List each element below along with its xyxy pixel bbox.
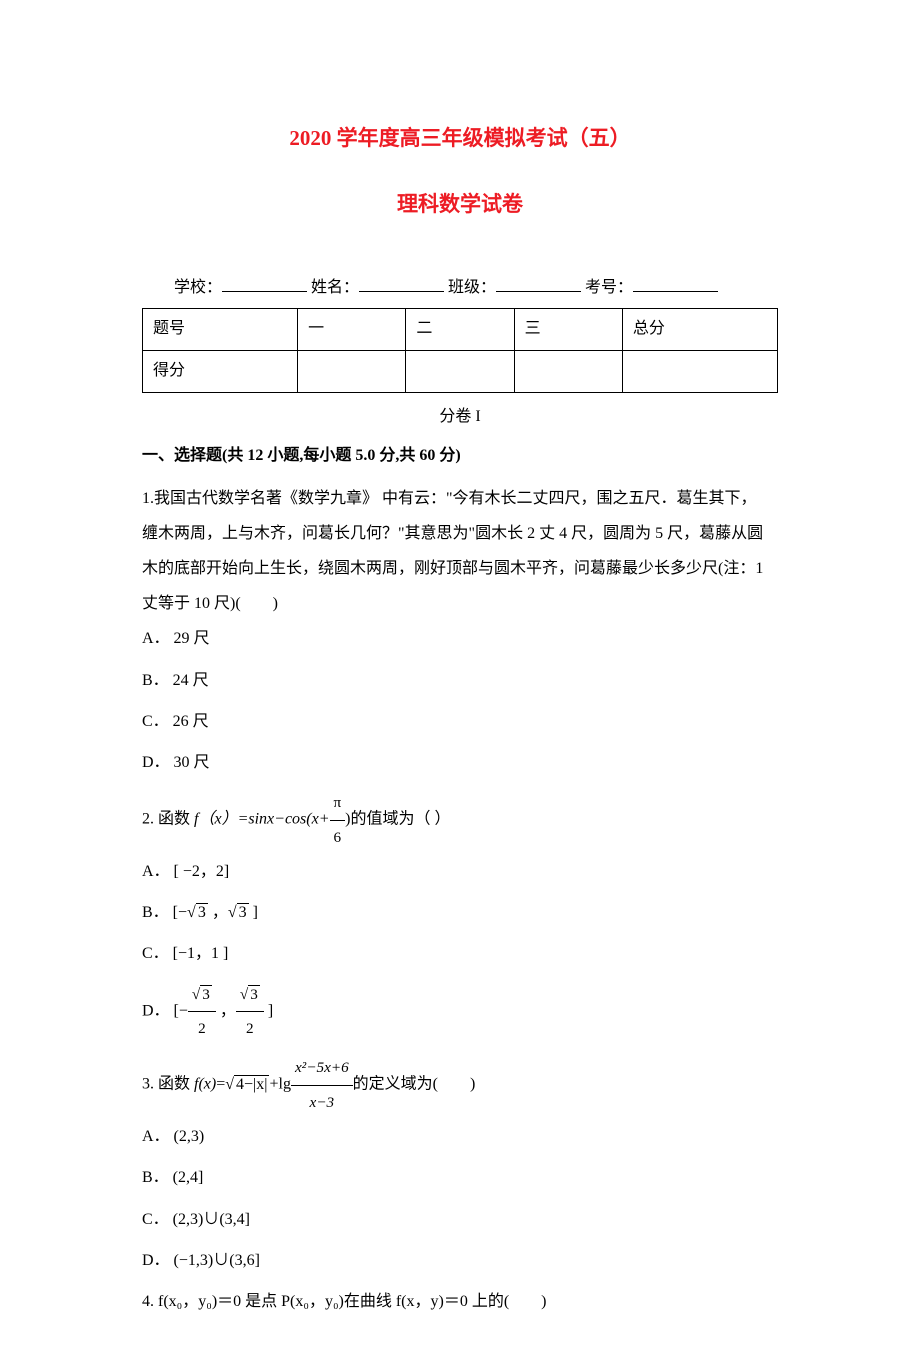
q2-func: sinx−cos(x+ [248, 811, 329, 828]
q2-option-a: A． [ −2，2] [142, 854, 778, 889]
q3-frac-den: x−3 [291, 1086, 353, 1119]
q2-d-suffix: ] [264, 1002, 273, 1019]
q2-frac: π6 [330, 786, 346, 854]
q3-option-c: C． (2,3)∪(3,4] [142, 1202, 778, 1237]
q3-option-b: B． (2,4] [142, 1160, 778, 1195]
q2-d-num2: 3 [236, 978, 264, 1012]
table-row: 题号 一 二 三 总分 [143, 309, 778, 351]
q2-option-b: B． [−3 ，3 ] [142, 895, 778, 930]
name-blank [359, 276, 444, 292]
q3-eq: = [216, 1076, 225, 1093]
q3-prefix: 3. 函数 [142, 1076, 194, 1093]
score-cell [298, 351, 406, 393]
q3-sqrt-body: 4−|x| [234, 1075, 269, 1093]
q2-d-den2: 2 [236, 1012, 264, 1045]
question-1: 1.我国古代数学名著《数学九章》 中有云："今有木长二丈四尺，围之五尺．葛生其下… [142, 481, 778, 781]
header-question-no: 题号 [143, 309, 298, 351]
sqrt-icon: 3 [187, 895, 208, 930]
q1-option-d: D． 30 尺 [142, 745, 778, 780]
q3-text: 3. 函数 f(x)= 4−|x|+lgx²−5x+6x−3的定义域为( ) [142, 1051, 778, 1119]
q3-frac: x²−5x+6x−3 [291, 1051, 353, 1119]
q2-d-frac2: 32 [236, 978, 264, 1046]
examno-label: 考号： [585, 279, 633, 296]
q2-option-d: D． [−32 ，32 ] [142, 978, 778, 1046]
q2-b-mid: ， [208, 904, 228, 921]
q2-b-suffix: ] [249, 904, 258, 921]
q2-d-frac1: 32 [188, 978, 216, 1046]
score-cell [514, 351, 622, 393]
q1-prefix: 1. [142, 490, 154, 507]
header-part-2: 二 [406, 309, 514, 351]
paper-section-label: 分卷 I [142, 403, 778, 432]
q3-plus: +lg [269, 1076, 290, 1093]
q2-d-mid: ， [216, 1002, 236, 1019]
q2-prefix: 2. 函数 [142, 811, 194, 828]
class-blank [496, 276, 581, 292]
score-table: 题号 一 二 三 总分 得分 [142, 308, 778, 393]
question-2: 2. 函数 f（x）=sinx−cos(x+π6)的值域为（ ） A． [ −2… [142, 786, 778, 1045]
q2-d-num1: 3 [188, 978, 216, 1012]
sqrt-icon: 3 [192, 978, 212, 1011]
school-blank [222, 276, 307, 292]
q3-suffix: 的定义域为( ) [353, 1076, 476, 1093]
sqrt-icon: 3 [228, 895, 249, 930]
q1-line3: 木的底部开始向上生长，绕圆木两周，刚好顶部与圆木平齐，问葛藤最少长多少尺(注：1 [142, 551, 778, 586]
q1-option-a: A． 29 尺 [142, 621, 778, 656]
sqrt-icon: 3 [240, 978, 260, 1011]
exam-title-main: 2020 学年度高三年级模拟考试（五） [142, 120, 778, 158]
score-label: 得分 [143, 351, 298, 393]
q2-d-sqrt2: 3 [248, 985, 260, 1003]
name-label: 姓名： [311, 279, 359, 296]
section-heading: 一、选择题(共 12 小题,每小题 5.0 分,共 60 分) [142, 442, 778, 471]
q2-b-sqrt2: 3 [237, 903, 249, 921]
q1-text: 1.我国古代数学名著《数学九章》 中有云："今有木长二丈四尺，围之五尺．葛生其下… [142, 481, 778, 516]
q1-option-b: B． 24 尺 [142, 663, 778, 698]
q2-b-sqrt1: 3 [196, 903, 208, 921]
q3-option-a: A． (2,3) [142, 1119, 778, 1154]
q2-d-den1: 2 [188, 1012, 216, 1045]
q1-option-c: C． 26 尺 [142, 704, 778, 739]
q2-frac-den: 6 [330, 821, 346, 854]
q2-text: 2. 函数 f（x）=sinx−cos(x+π6)的值域为（ ） [142, 786, 778, 854]
header-total: 总分 [622, 309, 777, 351]
sqrt-icon: 4−|x| [225, 1067, 269, 1102]
q1-line4: 丈等于 10 尺)( ) [142, 586, 778, 621]
header-part-3: 三 [514, 309, 622, 351]
q3-fx: f(x) [194, 1076, 216, 1093]
q3-option-d: D． (−1,3)∪(3,6] [142, 1243, 778, 1278]
table-row: 得分 [143, 351, 778, 393]
class-label: 班级： [448, 279, 496, 296]
q2-frac-num: π [330, 786, 346, 820]
score-cell [622, 351, 777, 393]
q2-suffix: )的值域为（ ） [345, 811, 450, 828]
q2-d-prefix: D． [− [142, 1002, 188, 1019]
score-cell [406, 351, 514, 393]
q1-line2: 缠木两周，上与木齐，问葛长几何？"其意思为"圆木长 2 丈 4 尺，圆周为 5 … [142, 516, 778, 551]
examno-blank [633, 276, 718, 292]
q3-frac-num: x²−5x+6 [291, 1051, 353, 1085]
question-3: 3. 函数 f(x)= 4−|x|+lgx²−5x+6x−3的定义域为( ) A．… [142, 1051, 778, 1278]
header-part-1: 一 [298, 309, 406, 351]
q2-option-c: C． [−1，1 ] [142, 936, 778, 971]
exam-title-sub: 理科数学试卷 [142, 186, 778, 224]
q2-d-sqrt1: 3 [200, 985, 212, 1003]
student-info-line: 学校： 姓名： 班级： 考号： [142, 274, 778, 303]
q2-b-prefix: B． [− [142, 904, 187, 921]
school-label: 学校： [174, 279, 222, 296]
q1-line1: 我国古代数学名著《数学九章》 中有云："今有木长二丈四尺，围之五尺．葛生其下， [154, 490, 757, 507]
q2-fx: f（x）= [194, 811, 248, 828]
